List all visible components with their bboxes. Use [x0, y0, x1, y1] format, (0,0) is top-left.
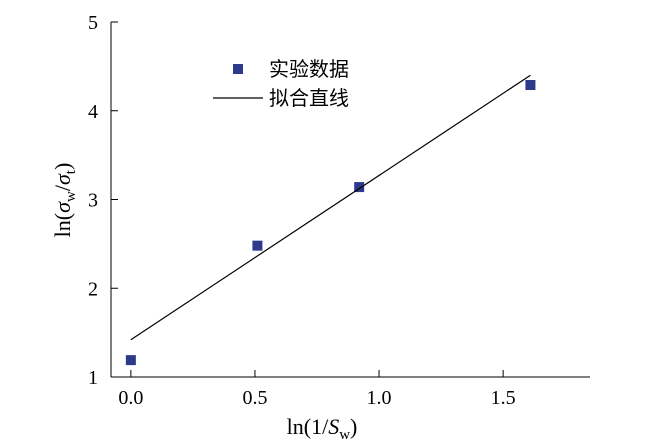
- y-axis-title: ln(σw/σt): [50, 163, 79, 238]
- data-point: [252, 240, 263, 251]
- data-point: [354, 182, 365, 193]
- y-tick-label: 5: [88, 12, 98, 34]
- y-tick-label: 3: [88, 190, 98, 212]
- x-axis-ticks: 0.0 0.5 1.0 1.5: [118, 370, 516, 409]
- y-tick-label: 2: [88, 278, 98, 300]
- y-tick-label: 1: [88, 367, 98, 389]
- legend-item: 实验数据: [233, 57, 349, 81]
- data-point: [525, 80, 536, 91]
- legend-label: 拟合直线: [269, 86, 349, 110]
- series-layer: [125, 74, 536, 366]
- x-axis-title: ln(1/Sw): [287, 414, 358, 443]
- x-tick-label: 1.5: [491, 387, 516, 409]
- fit-line: [130, 74, 531, 341]
- y-tick-label: 4: [88, 101, 98, 123]
- x-tick-label: 1.0: [367, 387, 392, 409]
- legend-item: 拟合直线: [213, 86, 349, 110]
- plot-area: 0.0 0.5 1.0 1.5 1 2 3 4 5: [88, 12, 590, 409]
- legend-marker-swatch: [233, 64, 243, 74]
- data-point: [125, 355, 136, 366]
- x-tick-label: 0.0: [118, 387, 143, 409]
- x-tick-label: 0.5: [242, 387, 267, 409]
- legend-label: 实验数据: [269, 57, 349, 81]
- y-axis-ticks: 1 2 3 4 5: [88, 12, 118, 389]
